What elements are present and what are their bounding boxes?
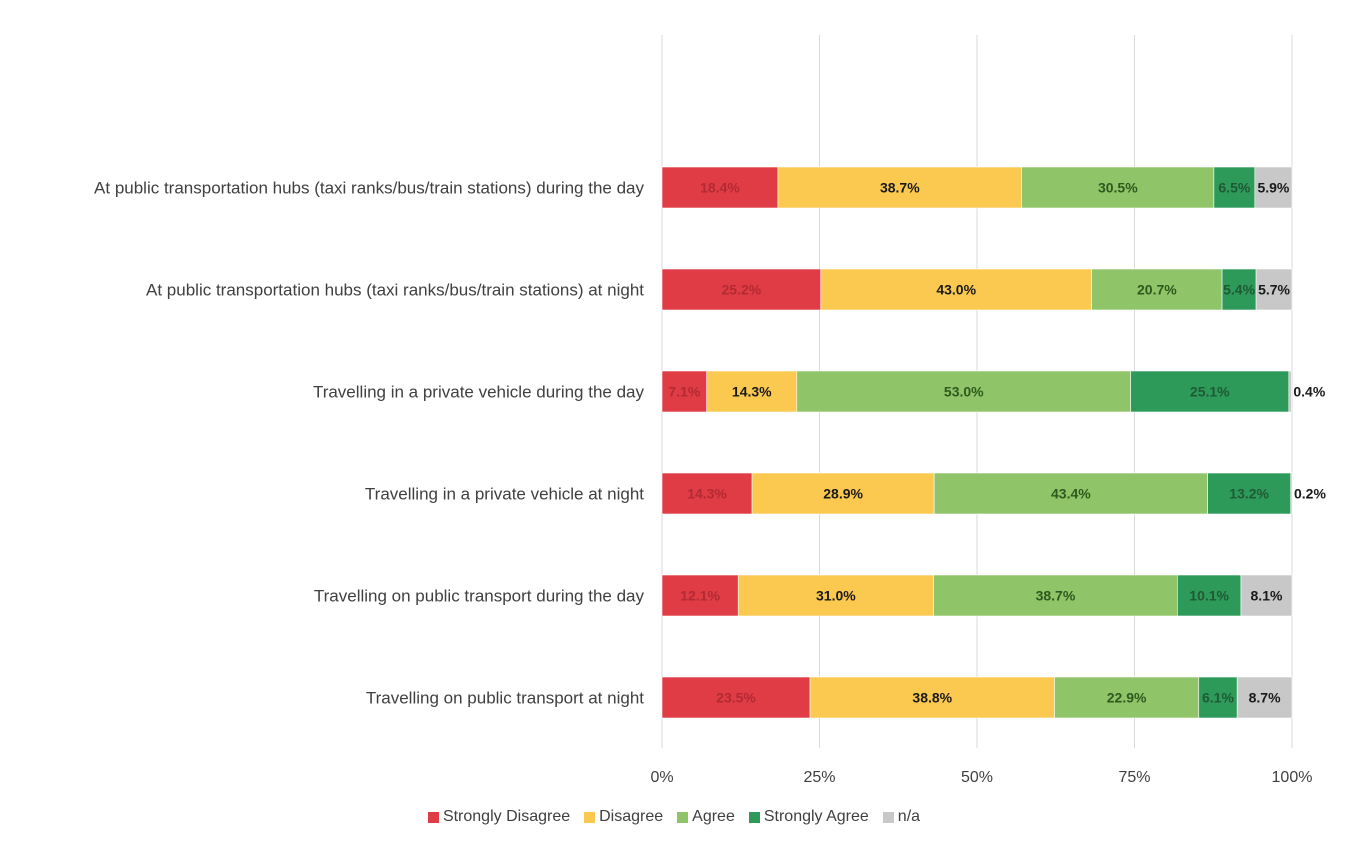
legend-item: n/a [882, 808, 921, 826]
x-tick-label: 0% [650, 769, 673, 786]
bar-segment [933, 472, 1208, 515]
data-label: 28.9% [823, 486, 863, 502]
data-label: 22.9% [1107, 690, 1147, 706]
legend-swatch [427, 811, 439, 823]
data-label: 5.7% [1258, 282, 1290, 298]
bar-segment [1254, 166, 1293, 209]
bar-segment [1021, 166, 1215, 209]
legend-swatch [584, 811, 596, 823]
data-label: 6.1% [1202, 690, 1234, 706]
legend-item: Strongly Agree [748, 808, 869, 826]
data-label: 10.1% [1189, 588, 1229, 604]
legend-swatch [882, 811, 894, 823]
data-label: 12.1% [680, 588, 720, 604]
bar-segment [1054, 676, 1200, 719]
bar-segment [933, 574, 1178, 617]
x-tick-label: 75% [1118, 769, 1150, 786]
bar-segment [1198, 676, 1238, 719]
category-labels: At public transportation hubs (taxi rank… [94, 179, 644, 708]
data-label: 31.0% [816, 588, 856, 604]
legend-item: Disagree [584, 808, 663, 826]
data-label: 5.4% [1223, 282, 1255, 298]
x-axis-ticks: 0% 25% 50% 75% 100% [650, 769, 1312, 786]
legend-label: Agree [692, 808, 735, 825]
data-label: 43.0% [936, 282, 976, 298]
bar-segment [1290, 472, 1293, 515]
bars: 18.4% 38.7% 30.5% 6.5% 5.9% 25.2% 43.0% 20.7% 5.… [661, 166, 1326, 719]
data-label: 38.8% [912, 690, 952, 706]
legend-swatch [677, 811, 689, 823]
x-tick-label: 100% [1272, 769, 1313, 786]
bar-segment [1207, 472, 1292, 515]
data-label: 43.4% [1051, 486, 1091, 502]
bar-segment [1240, 574, 1293, 617]
bar-segment [820, 268, 1092, 311]
data-label: 30.5% [1098, 180, 1138, 196]
category-label: Travelling on public transport during th… [314, 587, 645, 606]
bar-segment [1288, 370, 1292, 413]
bar-segment [661, 268, 822, 311]
data-label: 5.9% [1257, 180, 1289, 196]
category-label: Travelling in a private vehicle during t… [313, 383, 645, 402]
category-label: At public transportation hubs (taxi rank… [94, 179, 644, 198]
bar-segment [661, 370, 708, 413]
bar-segment [751, 472, 935, 515]
bar-segment [777, 166, 1023, 209]
data-label: 18.4% [700, 180, 740, 196]
data-label: 53.0% [944, 384, 984, 400]
bar-segment [1177, 574, 1242, 617]
data-label: 8.7% [1249, 690, 1281, 706]
data-label: 20.7% [1137, 282, 1177, 298]
data-label: 0.2% [1294, 486, 1326, 502]
legend-label: Strongly Disagree [442, 808, 571, 825]
bar-segment [1221, 268, 1257, 311]
legend-label: Strongly Agree [763, 808, 869, 825]
category-label: At public transportation hubs (taxi rank… [146, 281, 644, 300]
data-label: 38.7% [1036, 588, 1076, 604]
bar-segment [1255, 268, 1293, 311]
bar-segment [1130, 370, 1290, 413]
bar-segment [796, 370, 1132, 413]
bar-segment [661, 472, 753, 515]
x-tick-label: 25% [803, 769, 835, 786]
data-label: 6.5% [1218, 180, 1250, 196]
bar-segment [1213, 166, 1256, 209]
bar-segment [661, 166, 779, 209]
data-label: 23.5% [716, 690, 756, 706]
data-label: 25.1% [1190, 384, 1230, 400]
data-label: 8.1% [1251, 588, 1283, 604]
legend-item: Agree [677, 808, 735, 826]
data-label: 25.2% [722, 282, 762, 298]
data-label: 0.4% [1293, 384, 1325, 400]
bar-segment [737, 574, 934, 617]
bar-segment [809, 676, 1055, 719]
legend: Strongly Disagree Disagree Agree Strongly A… [0, 808, 1348, 826]
category-label: Travelling in a private vehicle at night [365, 485, 644, 504]
bar-segment [1236, 676, 1293, 719]
data-label: 13.2% [1229, 486, 1269, 502]
legend-swatch [748, 811, 760, 823]
data-label: 14.3% [732, 384, 772, 400]
legend-label: n/a [897, 808, 921, 825]
data-label: 14.3% [687, 486, 727, 502]
legend-label: Disagree [599, 808, 664, 825]
legend-item: Strongly Disagree [427, 808, 571, 826]
bar-segment [661, 676, 811, 719]
x-tick-label: 50% [961, 769, 993, 786]
data-label: 38.7% [880, 180, 920, 196]
stacked-bar-chart: At public transportation hubs (taxi rank… [94, 35, 1326, 786]
data-label: 7.1% [668, 384, 700, 400]
bar-segment [661, 574, 739, 617]
category-label: Travelling on public transport at night [366, 689, 644, 708]
